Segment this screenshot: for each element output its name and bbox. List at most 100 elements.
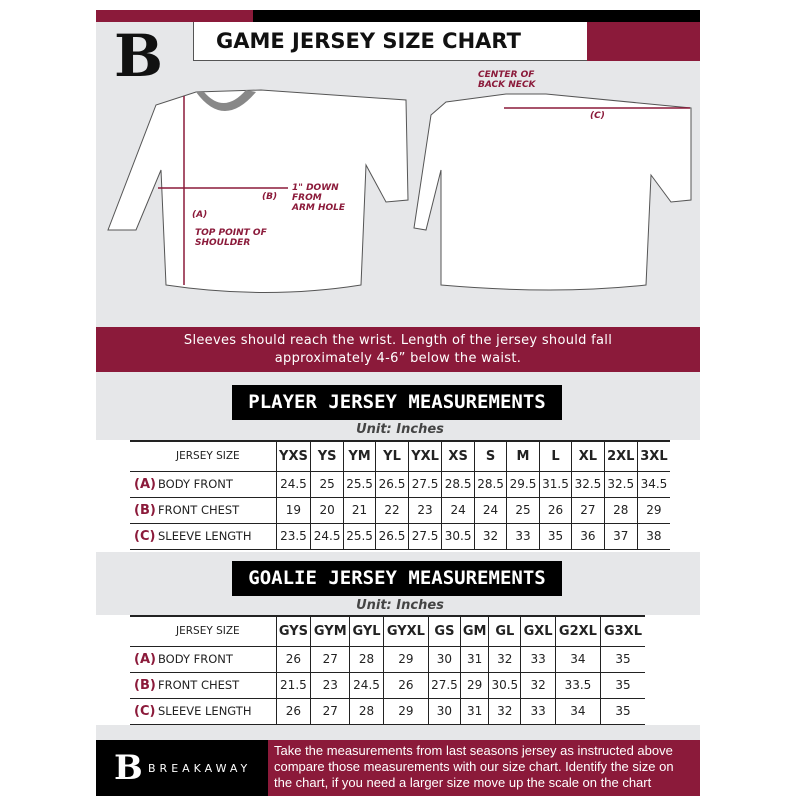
table-cell: 25.5	[342, 523, 376, 549]
table-cell: 21.5	[275, 672, 311, 698]
table-cell: 25	[506, 497, 540, 523]
row-label: (B) FRONT CHEST	[130, 672, 276, 698]
size-header: G2XL	[554, 616, 601, 646]
label-b: (B)	[262, 192, 278, 202]
table-cell: 31	[459, 646, 489, 672]
table-cell: 30.5	[441, 523, 475, 549]
table-cell: 30	[427, 698, 461, 724]
measure-letter: (A)	[134, 651, 156, 667]
table-cell: 33	[520, 646, 556, 672]
table-cell: 29	[636, 497, 670, 523]
table-cell: 19	[275, 497, 311, 523]
goalie-size-table: JERSEY SIZE GYS GYM GYL GYXL GS GM GL GXL G2XL G3X…	[130, 615, 645, 725]
table-cell: 24.5	[349, 672, 384, 698]
size-header: YL	[375, 441, 409, 471]
size-header: XL	[571, 441, 605, 471]
table-cell: 29.5	[506, 471, 540, 497]
measure-name: SLEEVE LENGTH	[158, 703, 252, 718]
size-label: JERSEY SIZE	[176, 625, 240, 638]
table-cell: 35	[538, 523, 572, 549]
table-cell: 21	[342, 497, 376, 523]
table-row: (C) SLEEVE LENGTH 26 27 28 29 30 31 32 33 34 35	[130, 698, 645, 724]
table-cell: 35	[599, 698, 645, 724]
footer-brand: B BREAKAWAY	[96, 740, 268, 796]
label-c: (C)	[590, 111, 605, 121]
size-header: GS	[427, 616, 461, 646]
table-cell: 38	[636, 523, 670, 549]
header-row: JERSEY SIZE GYS GYM GYL GYXL GS GM GL GXL G2XL G3X…	[130, 616, 645, 646]
table-cell: 27.5	[407, 471, 442, 497]
size-header: GYM	[310, 616, 350, 646]
size-header: YM	[342, 441, 376, 471]
table-cell: 26.5	[375, 523, 409, 549]
player-size-table: JERSEY SIZE YXS YS YM YL YXL XS S M L XL 2XL 3XL (A) B…	[130, 440, 670, 550]
table-cell: 26	[538, 497, 572, 523]
table-cell: 23	[310, 672, 350, 698]
table-cell: 37	[603, 523, 638, 549]
table-cell: 27.5	[407, 523, 442, 549]
size-header: G3XL	[599, 616, 645, 646]
label-a-desc: TOP POINT OF SHOULDER	[195, 228, 267, 248]
front-collar	[196, 90, 256, 111]
table-cell: 32.5	[603, 471, 638, 497]
table-cell: 27	[310, 698, 350, 724]
table-cell: 26	[382, 672, 429, 698]
table-row: (B) FRONT CHEST 19 20 21 22 23 24 24 25 26 27 28 29	[130, 497, 670, 523]
size-header: GXL	[520, 616, 556, 646]
table-cell: 27	[310, 646, 350, 672]
measure-name: BODY FRONT	[158, 651, 233, 666]
table-row: (C) SLEEVE LENGTH 23.5 24.5 25.5 26.5 27.5 30.5…	[130, 523, 670, 549]
table-cell: 32	[520, 672, 556, 698]
table-cell: 23.5	[275, 523, 311, 549]
size-label: JERSEY SIZE	[176, 450, 240, 463]
table-row: (A) BODY FRONT 24.5 25 25.5 26.5 27.5 28.5 28.5 2…	[130, 471, 670, 497]
table-cell: 36	[571, 523, 605, 549]
measure-name: FRONT CHEST	[158, 502, 240, 517]
goalie-unit: Unit: Inches	[356, 598, 444, 613]
size-header: YXL	[407, 441, 442, 471]
table-cell: 24.5	[275, 471, 311, 497]
footer-logo: B	[114, 748, 143, 788]
table-cell: 29	[382, 646, 429, 672]
fit-instructions-banner: Sleeves should reach the wrist. Length o…	[96, 327, 700, 372]
measure-letter: (C)	[134, 703, 156, 719]
size-header: 3XL	[636, 441, 670, 471]
table-cell: 24	[441, 497, 475, 523]
row-label: (C) SLEEVE LENGTH	[130, 523, 276, 549]
top-black-bar	[253, 10, 700, 22]
table-cell: 20	[310, 497, 344, 523]
footer-brand-name: BREAKAWAY	[148, 762, 252, 775]
table-cell: 34.5	[636, 471, 670, 497]
label-b-desc: 1" DOWN FROM ARM HOLE	[292, 183, 346, 213]
front-jersey-outline	[107, 89, 409, 293]
table-cell: 26	[275, 646, 311, 672]
table-cell: 31.5	[538, 471, 572, 497]
table-cell: 34	[554, 698, 601, 724]
row-label: (A) BODY FRONT	[130, 646, 276, 672]
brand-logo: B	[114, 22, 164, 90]
table-cell: 34	[554, 646, 601, 672]
table-cell: 24	[473, 497, 507, 523]
table-cell: 26.5	[375, 471, 409, 497]
table-cell: 32	[473, 523, 507, 549]
table-cell: 27.5	[427, 672, 461, 698]
label-c-desc: CENTER OF BACK NECK	[478, 70, 536, 90]
table-cell: 27	[571, 497, 605, 523]
row-label: (C) SLEEVE LENGTH	[130, 698, 276, 724]
table-cell: 31	[459, 698, 489, 724]
header-row: JERSEY SIZE YXS YS YM YL YXL XS S M L XL 2XL 3XL	[130, 441, 670, 471]
measure-name: FRONT CHEST	[158, 677, 240, 692]
table-cell: 28	[603, 497, 638, 523]
table-cell: 26	[275, 698, 311, 724]
size-header: YXS	[275, 441, 311, 471]
size-header: M	[506, 441, 540, 471]
label-a: (A)	[192, 210, 208, 220]
table-cell: 35	[599, 672, 645, 698]
table-cell: 25	[310, 471, 344, 497]
measure-letter: (A)	[134, 476, 156, 492]
table-cell: 32.5	[571, 471, 605, 497]
size-header: L	[538, 441, 572, 471]
size-header: GYS	[275, 616, 311, 646]
page-title: GAME JERSEY SIZE CHART	[193, 22, 587, 61]
table-cell: 33	[520, 698, 556, 724]
